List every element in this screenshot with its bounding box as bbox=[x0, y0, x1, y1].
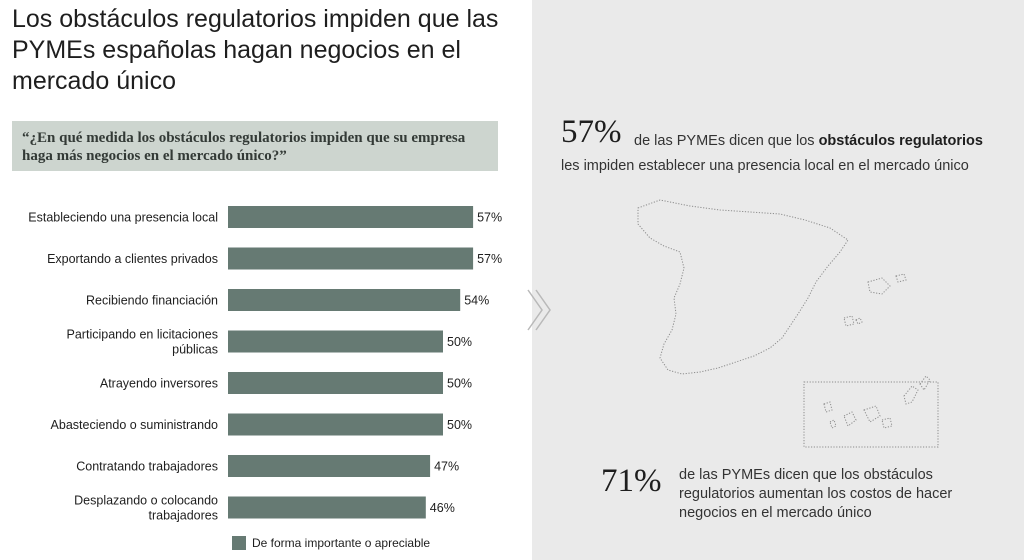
category-label-7-line-0: Desplazando o colocando bbox=[74, 494, 218, 508]
value-label-1: 57% bbox=[477, 252, 502, 266]
stat1-percentage: 57% bbox=[561, 114, 622, 150]
right-panel bbox=[532, 0, 1024, 560]
bar-2 bbox=[228, 289, 461, 311]
value-label-6: 47% bbox=[434, 460, 459, 474]
bar-4 bbox=[228, 372, 443, 394]
category-label-1: Exportando a clientes privados bbox=[47, 252, 218, 266]
category-label-4: Atrayendo inversores bbox=[100, 377, 218, 391]
bar-chart-svg: Estableciendo una presencia local 57% Expo… bbox=[28, 206, 502, 523]
stat1-text-line1: de las PYMEs dicen que los obstáculos re… bbox=[634, 133, 983, 149]
bar-3 bbox=[228, 330, 443, 353]
value-label-4: 50% bbox=[447, 377, 472, 391]
page-title: Los obstáculos regulatorios impiden que … bbox=[12, 5, 499, 95]
category-label-3-line-0: Participando en licitaciones bbox=[67, 328, 218, 342]
category-label-6: Contratando trabajadores bbox=[76, 460, 218, 474]
bar-5 bbox=[228, 413, 443, 436]
category-label-7-line-1: trabajadores bbox=[149, 509, 219, 523]
survey-question: “¿En qué medida los obstáculos regulator… bbox=[12, 121, 498, 171]
bar-1 bbox=[228, 247, 474, 270]
left-panel: Los obstáculos regulatorios impiden que … bbox=[0, 5, 532, 560]
stat1-text-bold: obstáculos regulatorios bbox=[818, 133, 983, 149]
legend-swatch bbox=[232, 536, 246, 550]
stat1-text-line2: les impiden establecer una presencia loc… bbox=[561, 158, 969, 174]
chart-legend: De forma importante o apreciable bbox=[232, 535, 430, 551]
value-label-0: 57% bbox=[477, 211, 502, 225]
stat2-percentage: 71% bbox=[601, 463, 662, 499]
category-label-2: Recibiendo financiación bbox=[86, 294, 218, 308]
bar-6 bbox=[228, 455, 431, 477]
value-label-2: 54% bbox=[464, 294, 489, 308]
spain-map-icon bbox=[637, 199, 939, 448]
bar-7 bbox=[228, 496, 426, 519]
value-label-5: 50% bbox=[447, 418, 472, 432]
category-label-5: Abasteciendo o suministrando bbox=[51, 418, 219, 432]
stat1-text-before: de las PYMEs dicen que los bbox=[634, 133, 819, 149]
category-label-3-line-1: públicas bbox=[172, 343, 218, 357]
category-label-0: Estableciendo una presencia local bbox=[28, 211, 218, 225]
bar-chart: Estableciendo una presencia local 57% Expo… bbox=[0, 190, 532, 560]
stat2-text: de las PYMEs dicen que los obstáculos re… bbox=[679, 467, 953, 521]
legend-label: De forma importante o apreciable bbox=[252, 536, 431, 550]
value-label-7: 46% bbox=[430, 501, 455, 515]
chevron-right-icon bbox=[527, 289, 551, 331]
bar-0 bbox=[228, 206, 474, 228]
value-label-3: 50% bbox=[447, 335, 472, 349]
